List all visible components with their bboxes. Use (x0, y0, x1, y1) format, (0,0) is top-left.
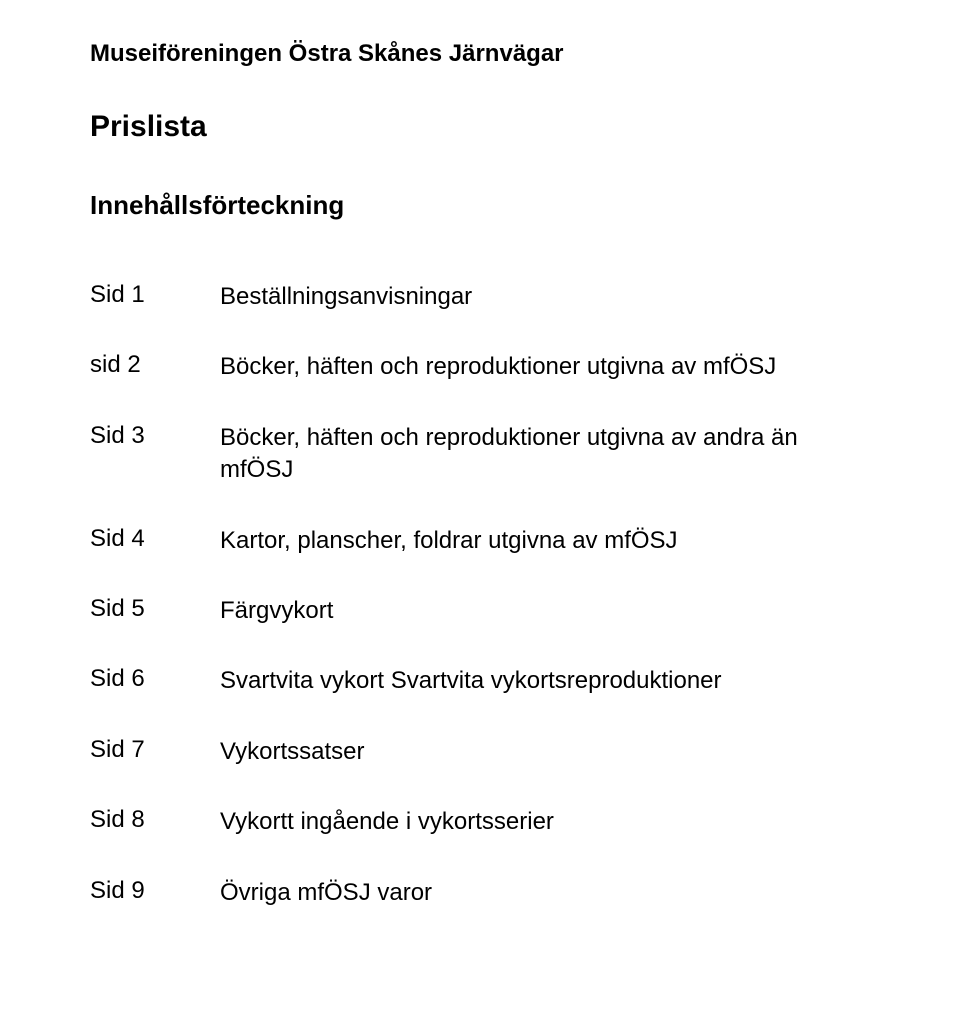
toc-row: Sid 1 Beställningsanvisningar (90, 281, 870, 313)
toc-entry-part-1: Svartvita vykort (220, 667, 384, 694)
toc-entry-text: Färgvykort (220, 595, 870, 627)
toc-page-ref: Sid 5 (90, 595, 220, 623)
toc-entry-text: Beställningsanvisningar (220, 281, 870, 313)
toc-page-ref: Sid 7 (90, 736, 220, 764)
toc-row: Sid 6 Svartvita vykort Svartvita vykorts… (90, 665, 870, 697)
toc-row: sid 2 Böcker, häften och reproduktioner … (90, 351, 870, 383)
toc-page-ref: sid 2 (90, 351, 220, 379)
toc-page-ref: Sid 6 (90, 665, 220, 693)
toc-page-ref: Sid 8 (90, 806, 220, 834)
toc-entry-text: Vykortt ingående i vykortsserier (220, 806, 870, 838)
toc-row: Sid 3 Böcker, häften och reproduktioner … (90, 422, 870, 487)
toc-entry-text: Övriga mfÖSJ varor (220, 877, 870, 909)
toc-entry-text: Kartor, planscher, foldrar utgivna av mf… (220, 525, 870, 557)
document-page: Museiföreningen Östra Skånes Järnvägar P… (0, 0, 960, 949)
toc-entry-part-2: Svartvita vykortsreproduktioner (391, 667, 722, 694)
toc-entry-text: Böcker, häften och reproduktioner utgivn… (220, 422, 870, 487)
toc-entry-text: Svartvita vykort Svartvita vykortsreprod… (220, 665, 870, 697)
toc-page-ref: Sid 9 (90, 877, 220, 905)
toc-row: Sid 8 Vykortt ingående i vykortsserier (90, 806, 870, 838)
toc-page-ref: Sid 4 (90, 525, 220, 553)
toc-row: Sid 5 Färgvykort (90, 595, 870, 627)
toc-row: Sid 9 Övriga mfÖSJ varor (90, 877, 870, 909)
toc-page-ref: Sid 1 (90, 281, 220, 309)
toc-row: Sid 4 Kartor, planscher, foldrar utgivna… (90, 525, 870, 557)
toc-entry-text: Vykortssatser (220, 736, 870, 768)
toc-entry-text: Böcker, häften och reproduktioner utgivn… (220, 351, 870, 383)
table-of-contents: Sid 1 Beställningsanvisningar sid 2 Böck… (90, 281, 870, 909)
toc-row: Sid 7 Vykortssatser (90, 736, 870, 768)
document-title: Prislista (90, 110, 870, 144)
organization-name: Museiföreningen Östra Skånes Järnvägar (90, 40, 870, 68)
toc-page-ref: Sid 3 (90, 422, 220, 450)
section-heading-toc: Innehållsförteckning (90, 190, 870, 221)
